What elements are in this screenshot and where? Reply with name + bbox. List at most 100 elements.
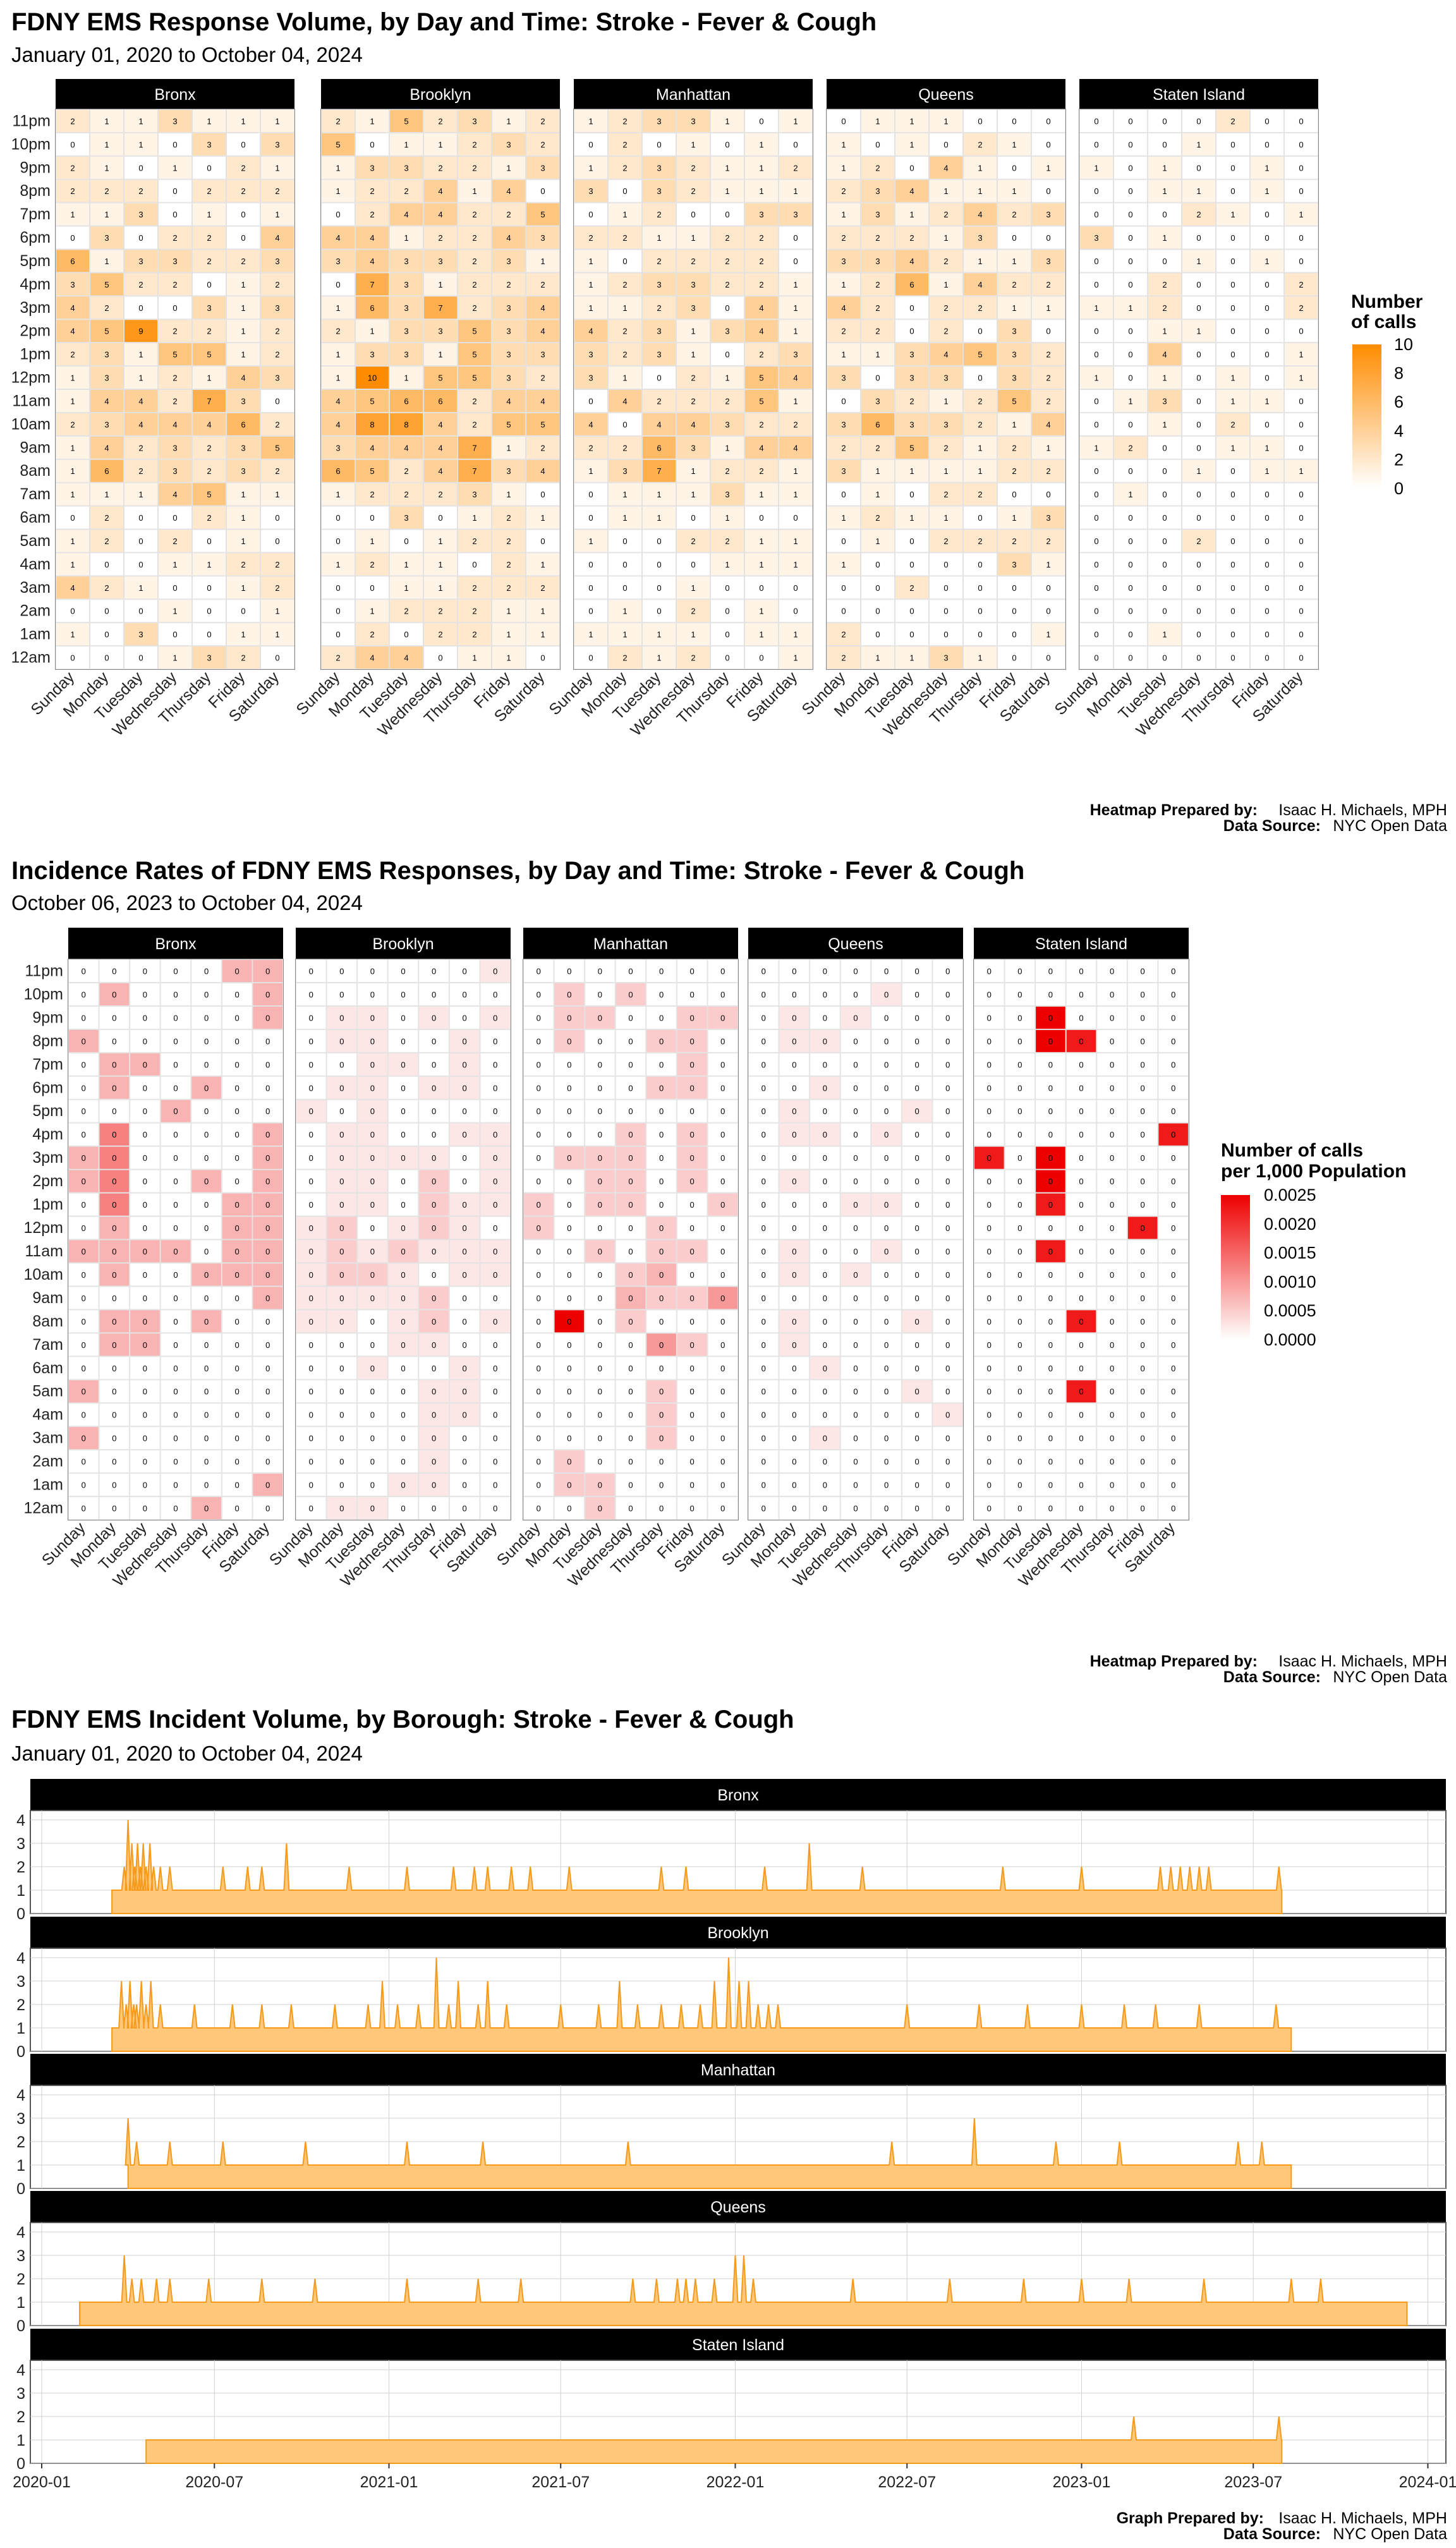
- staten-island-cell-label: 0: [1128, 140, 1132, 149]
- queens-cell: [827, 179, 861, 203]
- bronx-cell: [158, 109, 192, 133]
- queens-cell: [963, 599, 997, 623]
- staten-island-cell-label: 0: [1017, 990, 1022, 999]
- queens-cell: [963, 506, 997, 530]
- staten-island-cell-label: 0: [1017, 966, 1022, 976]
- bronx-cell-label: 0: [143, 1434, 147, 1443]
- manhattan-cell-label: 3: [657, 163, 661, 173]
- bronx-cell-label: 5: [173, 350, 177, 360]
- ytick-3pm: 3pm: [32, 1149, 63, 1167]
- queens-cell-label: 0: [915, 1083, 919, 1093]
- brooklyn-cell-label: 0: [432, 1364, 436, 1373]
- brooklyn-cell: [458, 552, 492, 576]
- staten-island-cell: [1216, 319, 1250, 343]
- queens-cell-label: 0: [823, 1434, 827, 1443]
- bronx-cell-label: 0: [173, 140, 177, 149]
- queens-cell-label: 0: [945, 1107, 950, 1116]
- manhattan-cell-label: 0: [622, 537, 627, 546]
- brooklyn-cell-label: 0: [401, 1270, 405, 1280]
- area-source-label: Data Source:: [1223, 2525, 1321, 2543]
- manhattan-cell-label: 1: [588, 303, 593, 313]
- manhattan-cell: [642, 296, 676, 320]
- brooklyn-cell-label: 0: [370, 1434, 375, 1443]
- manhattan-cell-label: 0: [659, 1153, 664, 1163]
- staten-island-cell: [1216, 343, 1250, 367]
- manhattan-cell: [710, 529, 744, 553]
- staten-island-cell-label: 0: [1017, 1060, 1022, 1069]
- ytick-12am: 12am: [23, 1500, 63, 1517]
- bronx-cell-label: 0: [204, 1130, 209, 1139]
- staten-island-cell-label: 0: [1171, 1036, 1175, 1046]
- brooklyn-cell: [458, 529, 492, 553]
- queens-cell-label: 0: [945, 1153, 950, 1163]
- bronx-cell-label: 0: [112, 990, 116, 999]
- queens-cell-label: 2: [841, 186, 846, 196]
- bronx-cell: [158, 296, 192, 320]
- staten-island-cell: [1079, 202, 1113, 226]
- bronx-cell-label: 0: [235, 1107, 240, 1116]
- brooklyn-cell-label: 0: [493, 1504, 497, 1514]
- brooklyn-cell-label: 2: [370, 560, 374, 569]
- queens-cell-label: 0: [1046, 653, 1050, 663]
- staten-island-cell-label: 0: [1196, 560, 1201, 569]
- area-xtick: 2021-01: [360, 2473, 418, 2491]
- brooklyn-cell-label: 0: [540, 653, 545, 663]
- staten-island-cell-label: 0: [1110, 1083, 1114, 1093]
- manhattan-cell-label: 0: [720, 1270, 725, 1280]
- staten-island-cell: [1148, 226, 1182, 250]
- manhattan-cell-label: 3: [793, 350, 798, 360]
- queens-cell-label: 0: [915, 1036, 919, 1046]
- queens-cell-label: 3: [978, 233, 982, 243]
- bronx-cell-label: 0: [275, 653, 279, 663]
- bronx-cell-label: 0: [112, 1434, 116, 1443]
- queens-cell: [1031, 529, 1065, 553]
- brooklyn-cell-label: 0: [493, 1481, 497, 1490]
- staten-island-cell: [1284, 389, 1318, 413]
- bronx-cell: [226, 576, 260, 600]
- area-panels: Bronx01234Brooklyn01234Manhattan01234Que…: [13, 1779, 1456, 2491]
- bronx-cell-label: 0: [204, 1107, 209, 1116]
- bronx-cell-label: 0: [70, 653, 75, 663]
- queens-cell-label: 0: [853, 1410, 858, 1420]
- brooklyn-cell: [492, 529, 526, 553]
- manhattan-cell-label: 0: [720, 1410, 725, 1420]
- staten-island-cell: [1148, 296, 1182, 320]
- queens-cell-label: 1: [909, 140, 914, 149]
- staten-island-cell-label: 0: [1110, 1364, 1114, 1373]
- queens-cell: [827, 576, 861, 600]
- manhattan-cell-label: 0: [690, 1036, 695, 1046]
- bronx-cell-label: 0: [104, 653, 109, 663]
- bronx-cell-label: 0: [265, 1294, 270, 1303]
- queens-cell-label: 0: [915, 1153, 919, 1163]
- queens-cell: [963, 132, 997, 156]
- brooklyn-cell: [423, 599, 458, 623]
- staten-island-cell-label: 0: [1299, 630, 1303, 640]
- manhattan-ytick: 0: [16, 2180, 25, 2198]
- manhattan-cell-label: 1: [691, 350, 695, 360]
- manhattan-cell: [779, 552, 813, 576]
- staten-island-cell-label: 0: [1079, 1130, 1083, 1139]
- queens-cell-label: 1: [1046, 303, 1050, 313]
- queens-cell-label: 0: [792, 1130, 796, 1139]
- queens-cell: [963, 249, 997, 273]
- bronx-cell-label: 0: [173, 1223, 178, 1233]
- manhattan-cell-label: 1: [588, 280, 593, 289]
- staten-island-cell-label: 0: [1162, 140, 1167, 149]
- brooklyn-cell-label: 1: [438, 140, 442, 149]
- brooklyn-cell-label: 5: [370, 396, 374, 406]
- brooklyn-cell-label: 0: [463, 1340, 467, 1350]
- queens-cell: [1031, 179, 1065, 203]
- staten-island-cell: [1079, 435, 1113, 459]
- staten-island-cell-label: 0: [1141, 1130, 1145, 1139]
- staten-island-cell-label: 1: [1230, 443, 1235, 452]
- queens-cell-label: 0: [761, 1364, 766, 1373]
- brooklyn-cell-label: 0: [370, 1130, 375, 1139]
- manhattan-cell: [608, 343, 642, 367]
- staten-island-cell-label: 0: [1230, 537, 1235, 546]
- queens-cell-label: 0: [875, 560, 880, 569]
- queens-cell: [827, 343, 861, 367]
- brooklyn-ytick: 4: [16, 1950, 25, 1967]
- manhattan-cell-label: 0: [588, 490, 593, 499]
- manhattan-cell: [779, 459, 813, 483]
- bronx-cell-label: 0: [204, 1481, 209, 1490]
